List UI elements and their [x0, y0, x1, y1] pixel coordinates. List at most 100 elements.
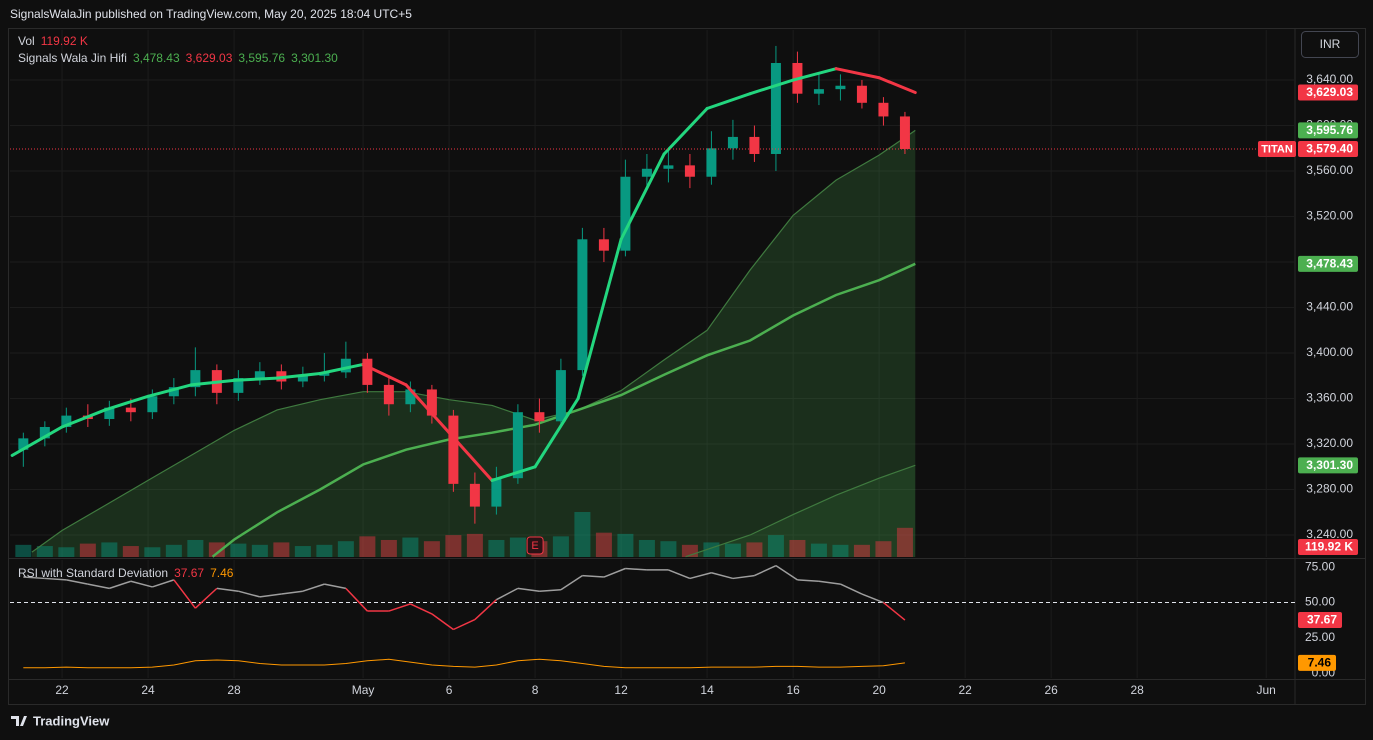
rsi-line: [66, 579, 88, 585]
volume-bar: [101, 542, 118, 557]
volume-bar: [15, 544, 32, 557]
volume-bar: [144, 547, 161, 557]
rsi-line: [882, 601, 906, 621]
signal-line: [576, 237, 623, 401]
volume-bar: [724, 543, 741, 557]
x-tick-label: 22: [958, 683, 972, 697]
rsi-line: [775, 565, 798, 581]
rsi-line: [130, 580, 153, 588]
y-tick-label: 3,440.00: [1306, 300, 1353, 314]
volume-bar: [122, 546, 139, 557]
rsi-line: [754, 564, 777, 577]
footer: TradingView: [33, 713, 110, 728]
volume-bar: [552, 536, 569, 557]
legend-value: 37.67: [174, 566, 204, 580]
volume-bar: [875, 541, 892, 557]
y-tick-label: 3,640.00: [1306, 72, 1353, 86]
lower-value-box: [1298, 457, 1358, 474]
signal-line: [103, 394, 150, 412]
candle-body: [770, 62, 781, 154]
volume-bar: [230, 543, 247, 557]
y-tick-label: 3,560.00: [1306, 163, 1353, 177]
rsi-line: [173, 579, 196, 609]
volume-bar: [445, 535, 462, 557]
candle-body: [899, 116, 910, 149]
signal-line: [533, 397, 580, 469]
rsi-line: [259, 593, 282, 598]
volume-bar: [36, 546, 53, 557]
upper-value-box: [1298, 122, 1358, 139]
volume-bar: [165, 544, 182, 557]
x-tick-label: Jun: [1257, 683, 1276, 697]
signal-line: [404, 383, 451, 435]
rsi-line: [194, 587, 218, 609]
legend-value: 119.92 K: [41, 34, 88, 48]
rsi-tick-label: 25.00: [1305, 630, 1335, 644]
candle-body: [598, 239, 609, 251]
rsi-line: [861, 593, 884, 604]
x-tick-label: 28: [1130, 683, 1144, 697]
legend-name: RSI with Standard Deviation: [18, 566, 168, 580]
rsi-line: [474, 599, 497, 621]
signal-line: [232, 376, 279, 382]
footer-logo: [11, 716, 27, 726]
fast-value: 3,629.03: [1306, 85, 1353, 99]
rsi-line: [625, 567, 647, 571]
candle-body: [104, 407, 115, 420]
x-tick-label: 6: [446, 683, 453, 697]
volume-bar: [617, 533, 634, 557]
signal-line: [619, 152, 666, 241]
band-area: [685, 465, 916, 557]
legend-value: 3,629.03: [186, 51, 233, 65]
rsi-line: [517, 587, 540, 592]
legend-value: 3,301.30: [291, 51, 338, 65]
candle-body: [512, 412, 523, 479]
volume-bar: [832, 544, 849, 557]
volume-bar: [423, 541, 440, 557]
candle-body: [491, 478, 502, 507]
rsi-value: 37.67: [1307, 613, 1337, 627]
rsi-line: [453, 618, 476, 631]
currency-button[interactable]: [1301, 31, 1359, 58]
last-price-box: [1298, 140, 1358, 157]
sd-value: 7.46: [1308, 656, 1332, 670]
candle-body: [405, 389, 416, 405]
legend-value: 3,595.76: [238, 51, 285, 65]
volume-bar: [746, 542, 763, 557]
candle-body: [448, 415, 459, 484]
rsi-line: [539, 589, 561, 592]
candle-body: [383, 384, 394, 405]
x-tick-label: 14: [700, 683, 714, 697]
rsi-line: [109, 580, 132, 590]
legend: Signals Wala Jin Hifi 3,478.43 3,629.03 3,5…: [18, 51, 338, 65]
volume-bar: [509, 537, 526, 557]
currency[interactable]: INR: [1320, 37, 1341, 51]
candle-body: [147, 396, 158, 413]
signal-line: [877, 76, 917, 95]
candle-body: [577, 239, 588, 371]
rsi-line: [410, 603, 433, 615]
legend-value: 7.46: [210, 566, 234, 580]
rsi-line: [216, 587, 239, 592]
volume-bar: [638, 539, 655, 557]
volume-bar: [595, 532, 612, 557]
signal-line: [447, 431, 494, 482]
signal-line: [361, 362, 408, 387]
candle-body: [426, 389, 437, 416]
candle-body: [233, 378, 244, 393]
legend-name: Signals Wala Jin Hifi: [18, 51, 127, 65]
panel-border: [8, 28, 1366, 705]
candle-body: [18, 438, 29, 450]
candle-body: [706, 148, 717, 177]
signal-line: [748, 78, 795, 96]
event-label: E: [531, 540, 538, 552]
candle-body: [856, 85, 867, 103]
band-line: [31, 129, 916, 553]
signal-line: [60, 408, 107, 429]
y-tick-label: 3,280.00: [1306, 482, 1353, 496]
x-tick-label: 12: [614, 683, 628, 697]
x-tick-label: 22: [55, 683, 69, 697]
mid-value: 3,478.43: [1306, 257, 1353, 271]
